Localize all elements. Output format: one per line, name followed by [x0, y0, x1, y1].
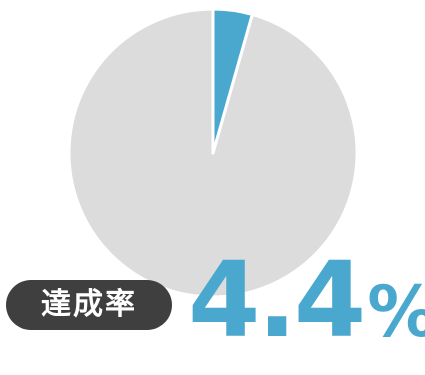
- achievement-rate-value: 4.4%: [188, 238, 425, 363]
- pie-chart: [67, 7, 359, 299]
- pie-slice-0: [211, 7, 254, 155]
- achievement-rate-label: 達成率: [6, 280, 172, 330]
- percent-unit: %: [367, 271, 425, 353]
- achievement-rate-number: 4.4: [188, 239, 366, 361]
- pie-chart-svg: [67, 7, 359, 299]
